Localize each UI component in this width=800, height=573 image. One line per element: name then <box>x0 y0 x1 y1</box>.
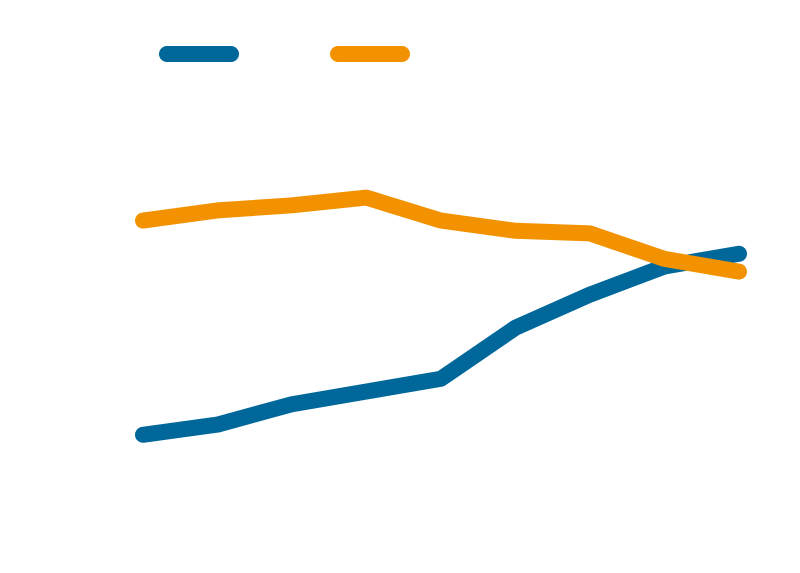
series-1-line <box>135 245 747 443</box>
plot-area <box>135 189 747 443</box>
series-2-line <box>135 189 747 280</box>
